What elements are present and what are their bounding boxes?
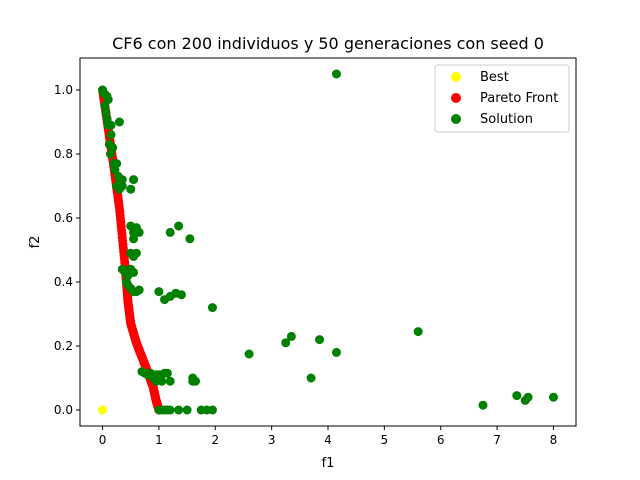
legend-label-best: Best — [480, 70, 509, 85]
solution-point — [165, 227, 175, 237]
solution-point — [157, 376, 167, 386]
solution-point — [286, 331, 296, 341]
solution-point — [331, 69, 341, 79]
y-tick-label: 0.4 — [54, 275, 73, 289]
solution-point — [117, 181, 127, 191]
legend-marker-solution — [451, 114, 461, 124]
y-axis-label: f2 — [28, 236, 43, 249]
solution-point — [188, 373, 198, 383]
solution-point — [105, 149, 115, 159]
legend-box — [434, 64, 570, 133]
solution-point — [129, 267, 139, 277]
solution-point — [315, 335, 325, 345]
legend-marker-pareto-front — [451, 93, 461, 103]
solution-point — [185, 234, 195, 244]
y-tick-label: 0.2 — [54, 339, 73, 353]
x-tick-label: 3 — [268, 433, 276, 447]
solution-point — [207, 303, 217, 313]
solution-point — [174, 405, 184, 415]
y-tick-label: 0.8 — [54, 147, 73, 161]
solution-point — [306, 373, 316, 383]
solution-point — [331, 347, 341, 357]
solution-point — [154, 287, 164, 297]
x-axis-label: f1 — [322, 456, 335, 471]
solution-point — [523, 392, 533, 402]
solution-point — [129, 234, 139, 244]
solution-point — [182, 405, 192, 415]
solution-point — [129, 175, 139, 185]
chart-title: CF6 con 200 individuos y 50 generaciones… — [112, 34, 544, 53]
best-point — [98, 405, 108, 415]
x-tick-label: 6 — [437, 433, 445, 447]
solution-point — [134, 285, 144, 295]
x-tick-label: 0 — [99, 433, 107, 447]
solution-point — [548, 392, 558, 402]
x-tick-label: 2 — [211, 433, 219, 447]
solution-point — [512, 391, 522, 401]
solution-point — [478, 400, 488, 410]
solution-point — [117, 175, 127, 185]
legend-label-solution: Solution — [480, 112, 533, 127]
x-tick-label: 7 — [493, 433, 501, 447]
solution-point — [162, 368, 172, 378]
solution-point — [134, 227, 144, 237]
x-tick-label: 5 — [381, 433, 389, 447]
solution-point — [129, 251, 139, 261]
solution-point — [176, 290, 186, 300]
solution-point — [174, 221, 184, 231]
legend: Best Pareto Front Solution — [434, 64, 570, 133]
legend-label-pareto-front: Pareto Front — [480, 91, 558, 106]
solution-point — [165, 405, 175, 415]
solution-point — [244, 349, 254, 359]
x-tick-label: 4 — [324, 433, 332, 447]
solution-point — [281, 338, 291, 348]
y-tick-label: 1.0 — [54, 83, 73, 97]
y-tick-label: 0.6 — [54, 211, 73, 225]
solution-point — [106, 120, 116, 130]
solution-point — [106, 130, 116, 140]
legend-marker-best — [451, 72, 461, 82]
solution-point — [207, 405, 217, 415]
x-axis-ticks: 0 1 2 3 4 5 6 7 8 — [99, 426, 558, 447]
solution-point — [413, 327, 423, 337]
solution-point — [126, 184, 136, 194]
solution-point — [114, 117, 124, 127]
y-tick-label: 0.0 — [54, 403, 73, 417]
y-axis-ticks: 0.0 0.2 0.4 0.6 0.8 1.0 — [54, 83, 80, 417]
data-marks — [98, 69, 558, 415]
solution-point — [165, 376, 175, 386]
x-tick-label: 1 — [155, 433, 163, 447]
x-tick-label: 8 — [550, 433, 558, 447]
